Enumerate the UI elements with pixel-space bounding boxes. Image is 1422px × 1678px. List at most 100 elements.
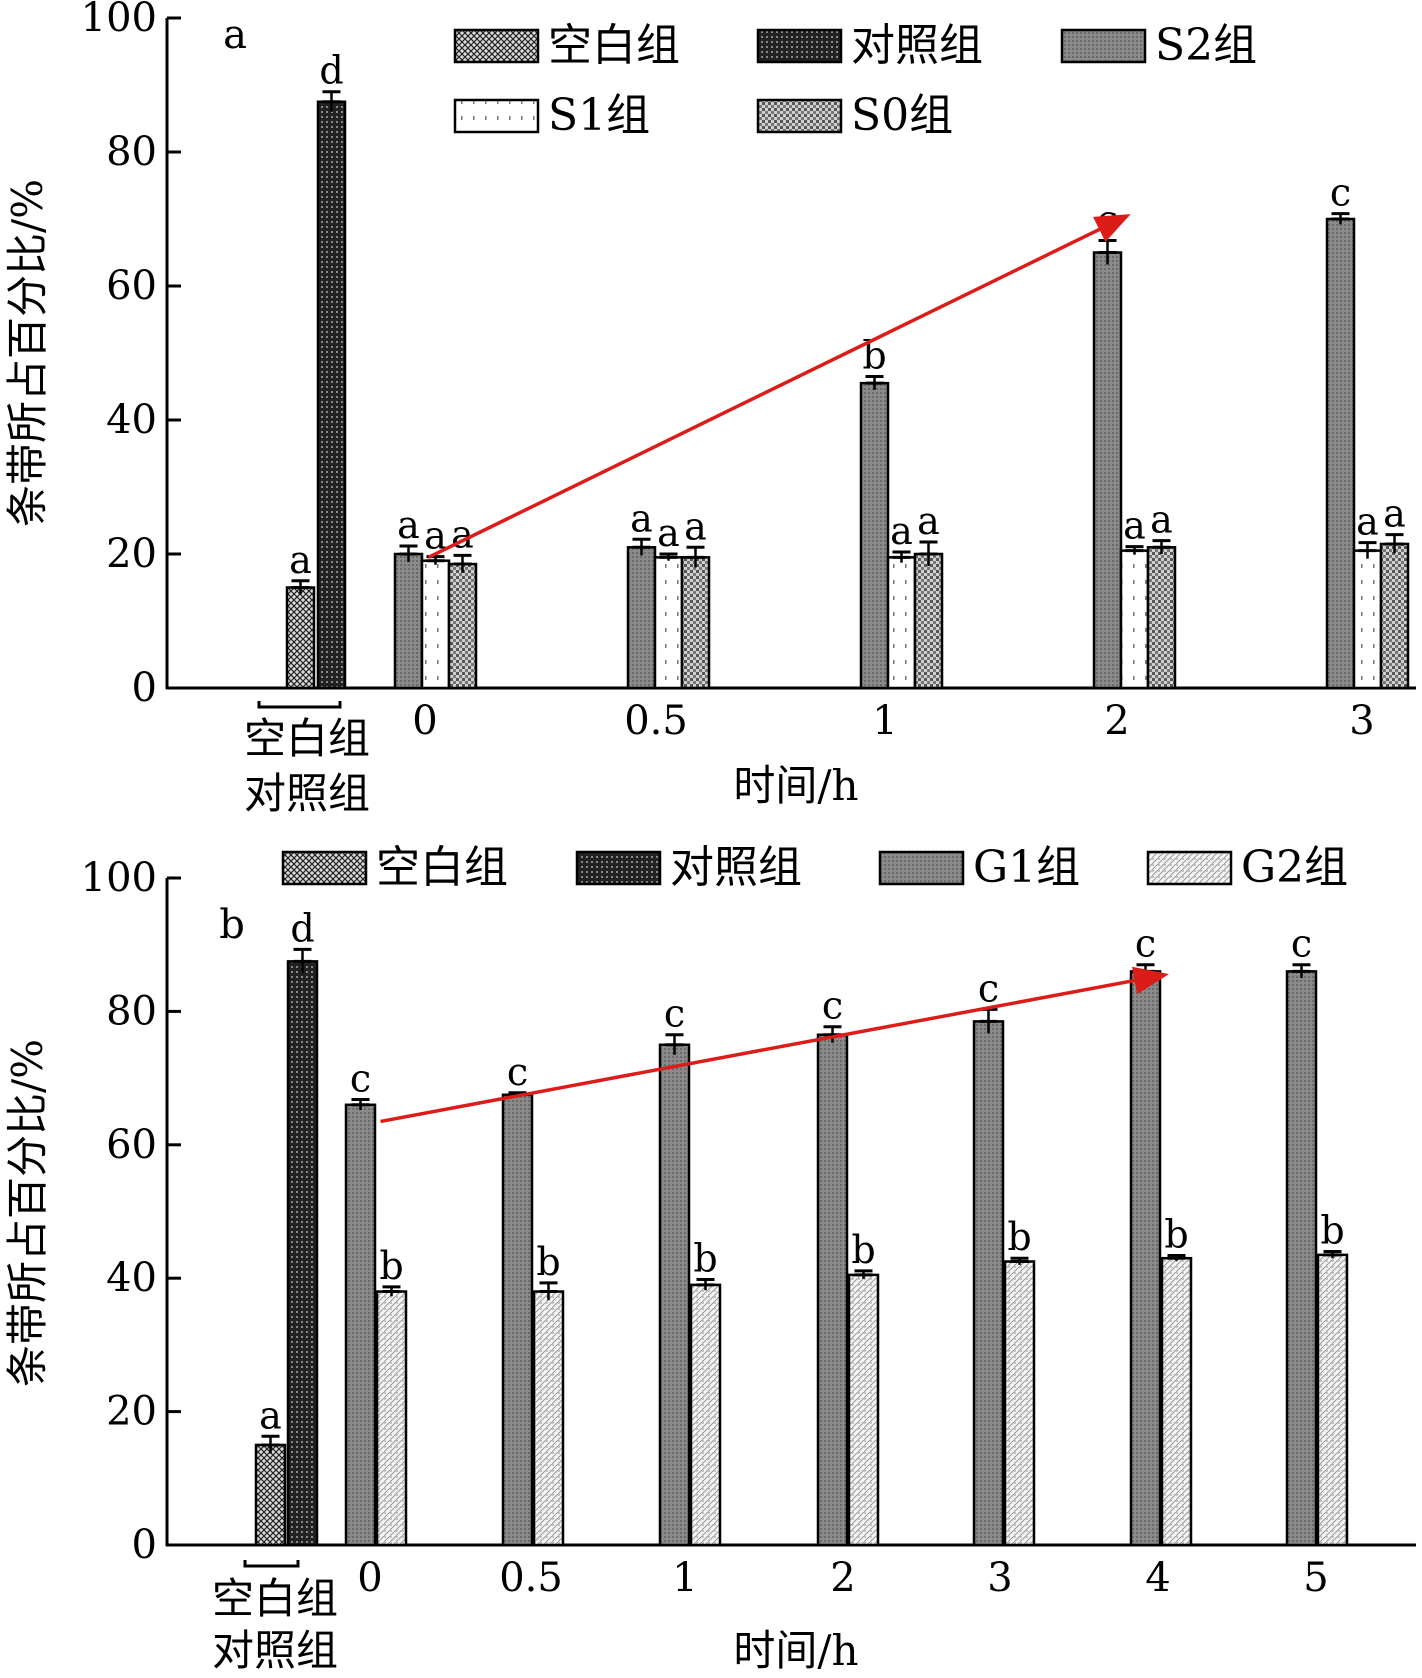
- g2-bar: [1003, 1260, 1036, 1547]
- s2-significance-label: a: [630, 496, 653, 540]
- s0-bar: [447, 562, 478, 690]
- legend-swatch-s0: [756, 98, 843, 134]
- x-tick-label: 2: [830, 1555, 855, 1601]
- x-tick-label: 0.5: [499, 1555, 563, 1601]
- s1-bar: [1352, 549, 1383, 690]
- g2-bar: [847, 1273, 880, 1547]
- y-tick-label: 100: [81, 855, 157, 901]
- x-tick-label: 0: [357, 1555, 382, 1601]
- panel-label: a: [223, 12, 247, 58]
- legend-swatch-blank: [453, 28, 540, 64]
- s2-bar: [1092, 251, 1123, 690]
- legend-swatch-blank: [281, 850, 368, 886]
- x-tick-label: 3: [1349, 698, 1374, 744]
- g2-significance-label: b: [1320, 1209, 1344, 1253]
- g1-bar: [1129, 970, 1162, 1547]
- g1-significance-label: c: [978, 966, 999, 1010]
- g1-bar: [344, 1103, 377, 1547]
- blank-significance-label: a: [289, 538, 312, 582]
- legend-label-control: 对照组: [851, 20, 983, 71]
- x-tick-label: 3: [987, 1555, 1012, 1601]
- legend-swatch-g1: [878, 850, 965, 886]
- x-axis-label: 时间/h: [733, 761, 858, 810]
- s0-significance-label: a: [917, 499, 940, 543]
- s0-bar: [913, 552, 944, 690]
- y-tick-label: 20: [106, 1389, 157, 1435]
- g2-significance-label: b: [1164, 1213, 1188, 1257]
- x-tick-label: 1: [872, 698, 897, 744]
- g1-significance-label: c: [822, 984, 843, 1028]
- legend-swatch-control: [575, 850, 662, 886]
- s1-significance-label: a: [1123, 504, 1146, 548]
- s0-significance-label: a: [1150, 498, 1173, 542]
- blank-bar: [285, 586, 316, 690]
- s2-significance-label: c: [1097, 197, 1118, 241]
- y-axis-label: 条带所占百分比/%: [3, 1039, 52, 1387]
- g2-significance-label: b: [536, 1240, 560, 1284]
- legend-swatch-control: [756, 28, 843, 64]
- y-tick-label: 40: [106, 397, 157, 443]
- s1-significance-label: a: [1356, 500, 1379, 544]
- x-axis-label: 时间/h: [733, 1626, 858, 1675]
- control-significance-label: d: [319, 49, 343, 93]
- g2-bar: [1160, 1256, 1193, 1547]
- y-tick-label: 20: [106, 531, 157, 577]
- legend-label-s1: S1组: [548, 90, 650, 141]
- legend-swatch-g2: [1146, 850, 1233, 886]
- y-tick-label: 40: [106, 1255, 157, 1301]
- s1-significance-label: a: [890, 509, 913, 553]
- y-tick-label: 60: [106, 1122, 157, 1168]
- g2-bar: [375, 1290, 408, 1547]
- s0-significance-label: a: [1383, 492, 1406, 536]
- g2-significance-label: b: [693, 1237, 717, 1281]
- control-group-bracket: [257, 701, 342, 709]
- y-tick-label: 60: [106, 263, 157, 309]
- trend-arrow: [380, 966, 1169, 1124]
- legend-swatch-s1: [453, 98, 540, 134]
- x-tick-label: 2: [1104, 698, 1129, 744]
- s1-bar: [420, 559, 451, 690]
- s1-significance-label: a: [657, 511, 680, 555]
- legend-label-control: 对照组: [670, 842, 802, 893]
- legend-swatch-s2: [1060, 28, 1147, 64]
- s2-bar: [626, 546, 657, 690]
- g1-significance-label: c: [1135, 922, 1156, 966]
- y-tick-label: 0: [132, 665, 157, 711]
- s1-significance-label: a: [424, 514, 447, 558]
- blank-significance-label: a: [259, 1393, 282, 1437]
- x-tick-label: 4: [1145, 1555, 1170, 1601]
- trend-arrow: [427, 214, 1131, 559]
- y-axis-label: 条带所占百分比/%: [3, 179, 52, 527]
- g2-significance-label: b: [851, 1228, 875, 1272]
- control-significance-label: d: [290, 906, 314, 950]
- g2-bar: [1316, 1253, 1349, 1547]
- control-group-label: 空白组: [244, 714, 370, 763]
- g1-bar: [972, 1020, 1005, 1547]
- legend-label-blank: 空白组: [548, 20, 680, 71]
- g1-significance-label: c: [350, 1056, 371, 1100]
- x-tick-label: 0: [412, 698, 437, 744]
- y-tick-label: 100: [81, 0, 157, 41]
- legend-label-g2: G2组: [1241, 842, 1348, 893]
- s0-significance-label: a: [451, 512, 474, 556]
- g2-bar: [689, 1283, 722, 1547]
- g1-significance-label: c: [1291, 922, 1312, 966]
- s0-bar: [1146, 546, 1177, 690]
- control-bar: [316, 100, 347, 690]
- panel-label: b: [219, 902, 245, 948]
- s1-bar: [1119, 549, 1150, 690]
- s2-bar: [393, 552, 424, 690]
- g2-significance-label: b: [379, 1244, 403, 1288]
- g2-significance-label: b: [1007, 1215, 1031, 1259]
- x-tick-label: 1: [672, 1555, 697, 1601]
- g1-bar: [1285, 970, 1318, 1547]
- g1-bar: [501, 1093, 534, 1547]
- s2-significance-label: a: [397, 503, 420, 547]
- x-tick-label: 5: [1303, 1555, 1328, 1601]
- s1-bar: [886, 556, 917, 690]
- legend-label-s2: S2组: [1155, 20, 1257, 71]
- y-tick-label: 80: [106, 129, 157, 175]
- s0-significance-label: a: [684, 504, 707, 548]
